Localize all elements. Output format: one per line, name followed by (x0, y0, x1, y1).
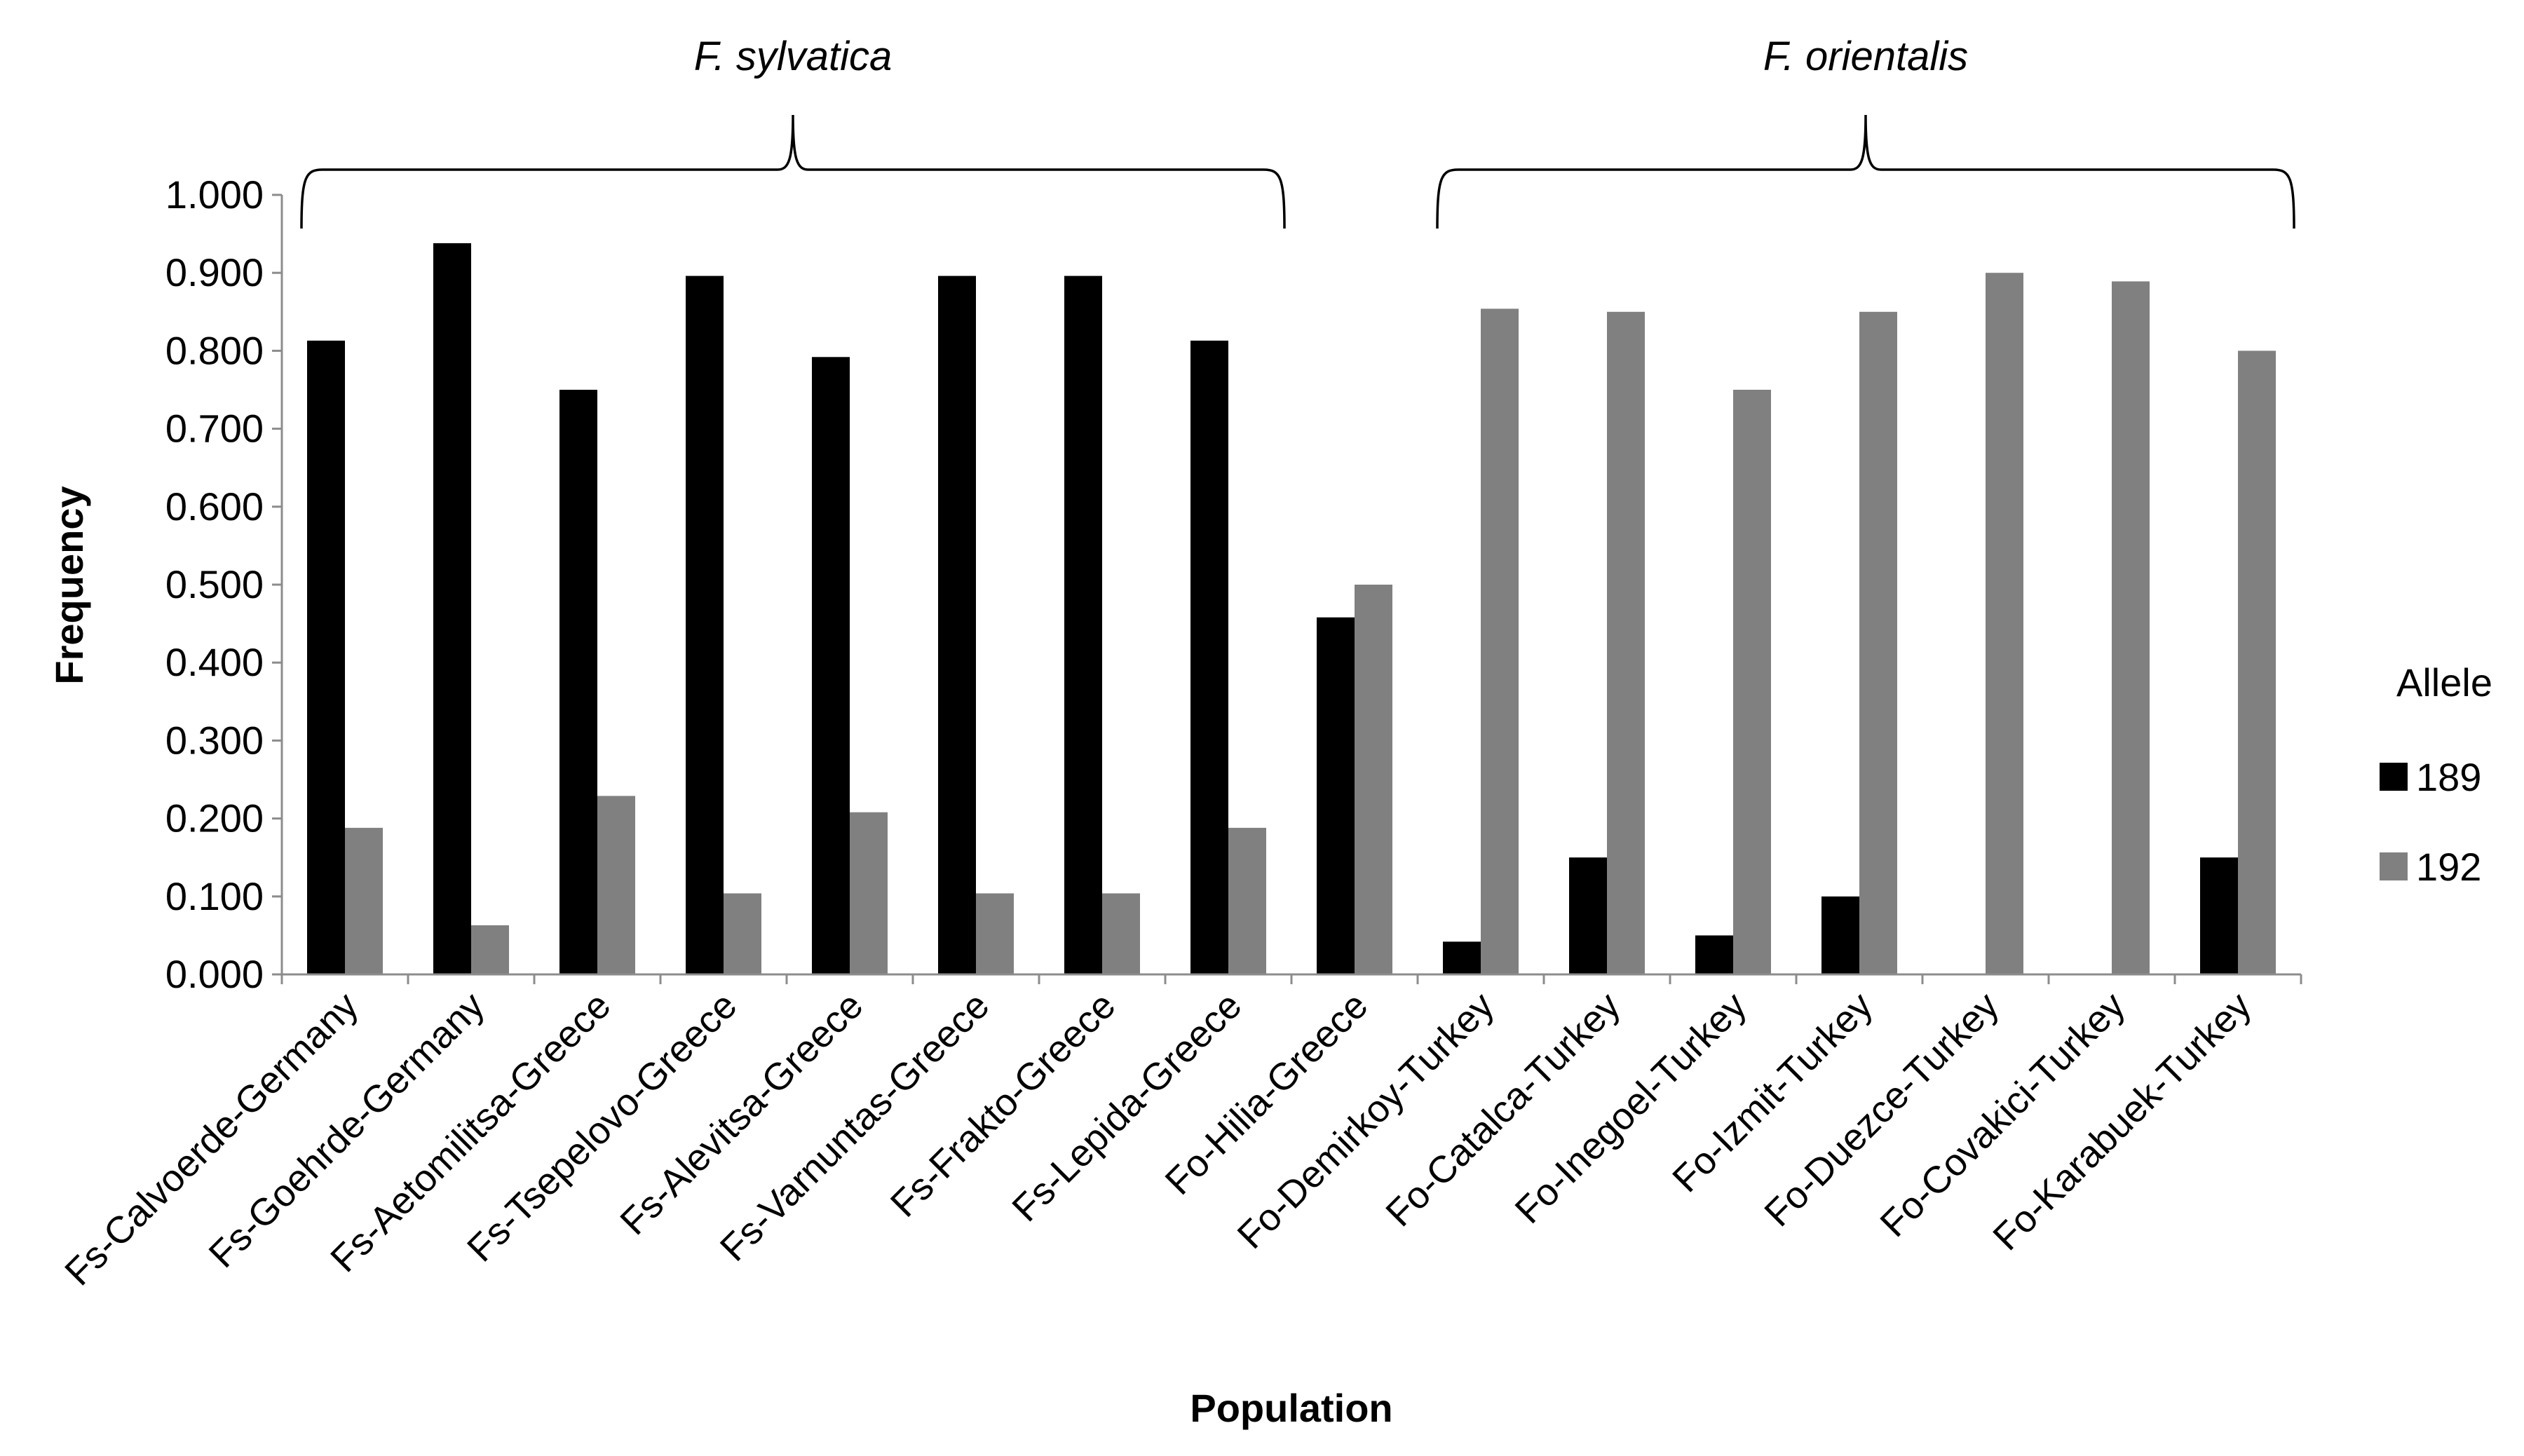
legend-swatch-189 (2380, 763, 2408, 791)
y-tick-label: 0.200 (165, 796, 264, 841)
x-tick-label: Fs-Lepida-Greece (1004, 984, 1249, 1230)
bar-192-15 (2112, 281, 2150, 974)
bar-189-3 (559, 390, 597, 974)
bar-189-5 (812, 357, 850, 974)
bar-189-1 (307, 340, 345, 974)
bar-189-2 (433, 243, 471, 974)
legend-label-192: 192 (2416, 845, 2481, 889)
legend: Allele 189 192 (2380, 660, 2492, 889)
y-tick-label: 0.100 (165, 874, 264, 918)
group-brace (1436, 114, 2295, 229)
bar-192-13 (1859, 311, 1897, 974)
bar-192-4 (724, 893, 761, 974)
x-tick-label: Fo-Duezce-Turkey (1756, 984, 2007, 1234)
x-tick-label: Fo-Demirkoy-Turkey (1230, 984, 1502, 1257)
bar-192-14 (1986, 273, 2023, 974)
bar-189-16 (2200, 857, 2238, 974)
legend-label-189: 189 (2416, 755, 2481, 799)
bars (307, 243, 2276, 975)
bar-189-4 (686, 275, 724, 975)
y-tick-label: 1.000 (165, 172, 264, 217)
legend-title: Allele (2396, 660, 2492, 705)
bar-192-7 (1102, 893, 1140, 974)
y-tick-label: 0.300 (165, 718, 264, 762)
bar-189-13 (1821, 896, 1859, 974)
y-tick-label: 0.900 (165, 250, 264, 294)
x-tick-labels: Fs-Calvoerde-GermanyFs-Goehrde-GermanyFs… (57, 984, 2259, 1293)
bar-192-2 (471, 925, 509, 974)
bar-192-6 (976, 893, 1014, 974)
bar-192-16 (2238, 351, 2276, 974)
bar-189-7 (1064, 275, 1102, 975)
bar-192-12 (1733, 390, 1771, 974)
x-tick-label: Fo-Catalca-Turkey (1378, 984, 1628, 1234)
bar-192-5 (850, 812, 888, 974)
bar-189-8 (1190, 340, 1228, 974)
bar-192-3 (597, 796, 635, 974)
bar-189-6 (938, 275, 976, 975)
y-tick-label: 0.400 (165, 640, 264, 684)
x-tick-label: Fo-Inegoel-Turkey (1507, 984, 1755, 1232)
bar-189-11 (1569, 857, 1607, 974)
group-braces: F. sylvatica F. orientalis (300, 34, 2295, 229)
y-tick-label: 0.800 (165, 328, 264, 372)
bar-189-9 (1317, 617, 1355, 974)
y-tick-label: 0.600 (165, 484, 264, 529)
y-tick-label: 0.000 (165, 952, 264, 996)
y-ticks: 0.000 0.100 0.200 0.300 0.400 0.500 0.600 0.700… (165, 172, 282, 996)
x-tick-label: Fo-Covakici-Turkey (1872, 984, 2133, 1245)
bar-192-8 (1228, 827, 1266, 974)
bar-192-10 (1481, 308, 1519, 974)
bar-189-10 (1443, 941, 1481, 974)
bar-189-12 (1695, 935, 1733, 974)
bar-192-11 (1607, 311, 1645, 974)
group-label: F. sylvatica (694, 34, 893, 79)
y-tick-label: 0.700 (165, 407, 264, 451)
x-tick-label: Fs-Frakto-Greece (883, 984, 1124, 1225)
group-brace (300, 114, 1286, 229)
y-tick-label: 0.500 (165, 562, 264, 606)
legend-swatch-192 (2380, 852, 2408, 880)
bar-192-1 (345, 827, 383, 974)
x-tick-label: Fo-Karabuek-Turkey (1985, 984, 2259, 1258)
y-axis-title: Frequency (47, 486, 91, 684)
x-tick-label: Fs-Alevitsa-Greece (612, 984, 871, 1243)
bar-192-9 (1355, 585, 1392, 974)
group-label: F. orientalis (1763, 34, 1968, 79)
x-axis-title: Population (1190, 1386, 1392, 1430)
